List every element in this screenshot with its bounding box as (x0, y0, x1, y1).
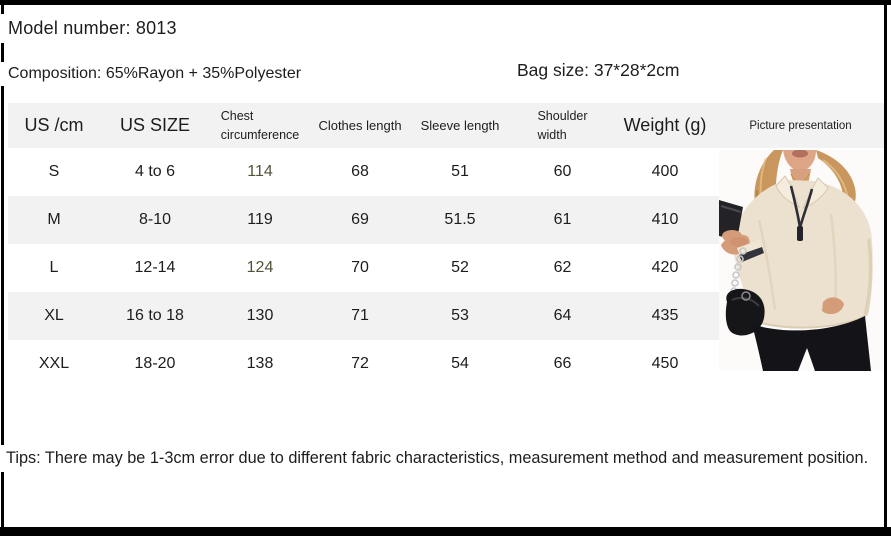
cell-size: XXL (38, 355, 70, 372)
cell-sleeve: 54 (451, 355, 469, 372)
col-header-picture-presentation: Picture presentation (715, 103, 886, 148)
cell-weight: 420 (651, 259, 679, 276)
cell-us-size: 18-20 (134, 355, 176, 372)
frame-top-border (0, 0, 891, 5)
product-photo (719, 150, 884, 371)
cell-shoulder: 60 (553, 163, 572, 180)
cell-clothes: 68 (351, 163, 369, 180)
cell-sleeve: 52 (451, 259, 469, 276)
cell-shoulder: 64 (510, 292, 615, 340)
cell-us-size: 12-14 (134, 259, 176, 276)
tips-text: Tips: There may be 1-3cm error due to di… (0, 445, 879, 472)
cell-chest: 124 (246, 259, 274, 276)
header-row: US /cm US SIZE Chest circumference Cloth… (8, 103, 886, 148)
model-number-text: Model number: 8013 (0, 14, 189, 43)
cell-chest: 138 (246, 355, 274, 372)
cell-weight: 435 (615, 292, 715, 340)
cell-size: S (48, 163, 60, 180)
table-row: S 4 to 6 114 68 51 60 400 (8, 148, 886, 196)
frame-left-border (1, 0, 4, 536)
bag-size-text: Bag size: 37*28*2cm (517, 60, 680, 80)
cell-us-size: 16 to 18 (100, 292, 210, 340)
col-header-shoulder-width: Shoulder width (510, 103, 615, 148)
col-header-weight: Weight (g) (615, 103, 715, 148)
col-header-us-size: US SIZE (100, 103, 210, 148)
cell-chest: 130 (210, 292, 310, 340)
cell-shoulder: 61 (510, 196, 615, 244)
header-line: circumference (220, 127, 300, 142)
cell-clothes: 70 (351, 259, 369, 276)
cell-weight: 400 (651, 163, 679, 180)
cell-sleeve: 51.5 (410, 196, 510, 244)
cell-clothes: 72 (351, 355, 369, 372)
product-photo-image (719, 150, 884, 371)
cell-sleeve: 53 (410, 292, 510, 340)
cell-shoulder: 62 (553, 259, 572, 276)
cell-size: L (49, 259, 59, 276)
cell-us-size: 4 to 6 (134, 163, 176, 180)
cell-sleeve: 51 (451, 163, 469, 180)
cell-weight: 450 (651, 355, 679, 372)
table-row: XXL 18-20 138 72 54 66 450 (8, 340, 886, 388)
frame-right-border (884, 0, 887, 536)
cell-size: XL (8, 292, 100, 340)
cell-clothes: 69 (310, 196, 410, 244)
header-line: width (537, 127, 567, 142)
col-header-clothes-length: Clothes length (310, 103, 410, 148)
col-header-us-cm: US /cm (8, 103, 100, 148)
cell-weight: 410 (615, 196, 715, 244)
col-header-sleeve-length: Sleeve length (410, 103, 510, 148)
cell-size: M (8, 196, 100, 244)
frame-bottom-border (0, 527, 891, 536)
composition-text: Composition: 65%Rayon + 35%Polyester (0, 62, 314, 86)
cell-clothes: 71 (310, 292, 410, 340)
header-line: Chest (220, 109, 254, 124)
table-row: L 12-14 124 70 52 62 420 (8, 244, 886, 292)
col-header-chest-circumference: Chest circumference (210, 103, 310, 148)
header-line: Shoulder (537, 109, 588, 124)
cell-chest: 114 (247, 163, 273, 180)
cell-us-size: 8-10 (100, 196, 210, 244)
cell-chest: 119 (210, 196, 310, 244)
cell-shoulder: 66 (553, 355, 572, 372)
